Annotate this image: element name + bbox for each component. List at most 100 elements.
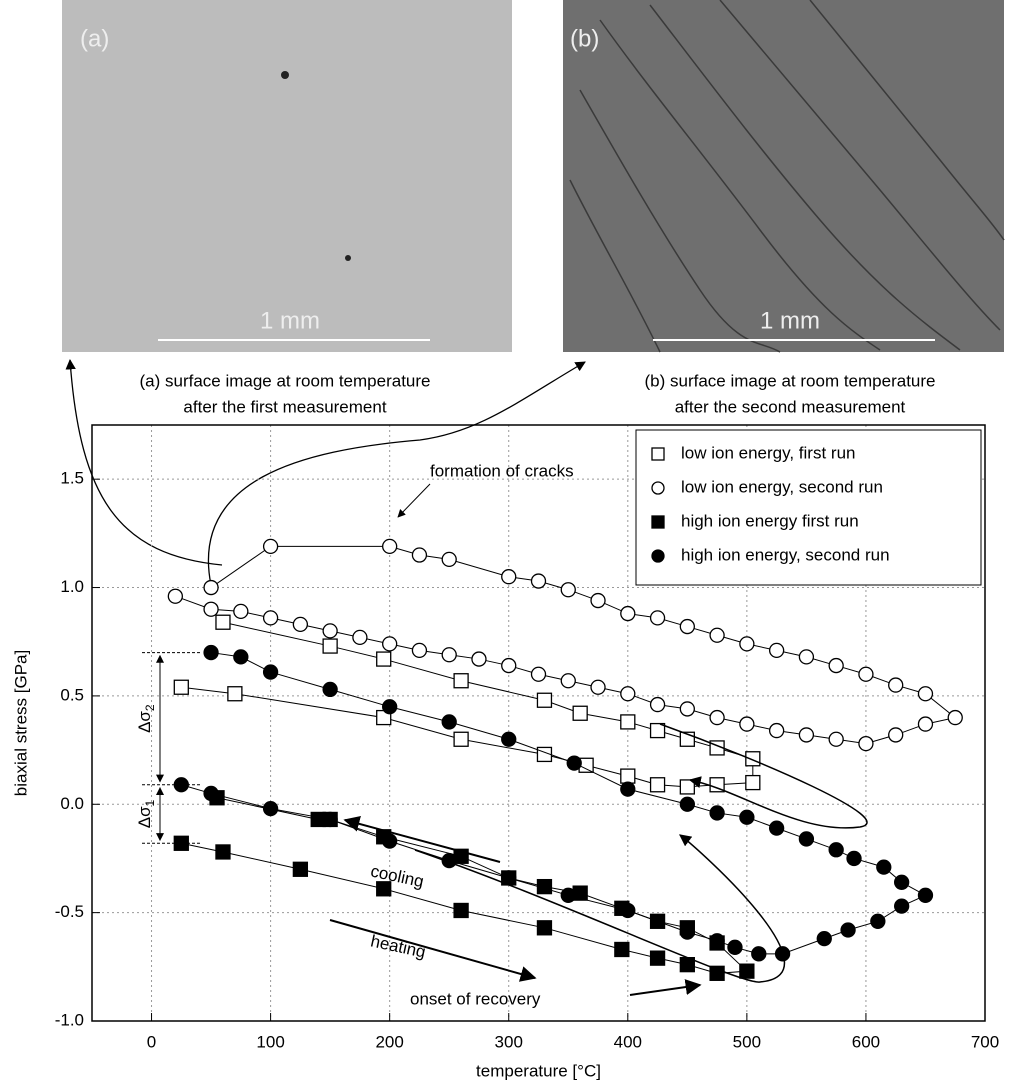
delta-subscript: 1 xyxy=(143,799,157,806)
x-tick-label: 0 xyxy=(147,1032,156,1051)
legend-label: high ion energy, second run xyxy=(681,545,890,564)
data-point xyxy=(590,592,606,609)
image-label: (b) xyxy=(570,25,599,52)
annotation-arrow xyxy=(629,979,702,996)
data-point xyxy=(679,796,695,812)
data-point xyxy=(858,735,874,752)
data-point xyxy=(572,705,588,721)
data-point xyxy=(352,629,368,646)
data-point xyxy=(709,777,725,793)
data-point xyxy=(649,777,666,793)
data-point xyxy=(227,686,243,702)
x-tick-label: 300 xyxy=(495,1032,523,1051)
annotation: formation of cracks xyxy=(430,461,574,480)
data-point xyxy=(560,582,576,598)
data-point xyxy=(620,714,636,730)
annotation-arrow xyxy=(329,919,537,982)
pointer-arrow xyxy=(207,361,586,586)
delta-label: Δσ2 xyxy=(135,704,157,733)
x-tick-label: 100 xyxy=(256,1032,284,1051)
data-point xyxy=(566,755,582,771)
data-point xyxy=(262,610,279,626)
x-axis-label: temperature [°C] xyxy=(476,1061,601,1080)
annotation: heating xyxy=(369,931,428,961)
data-point xyxy=(649,696,666,713)
data-point xyxy=(739,636,755,652)
data-point xyxy=(203,601,219,617)
data-point xyxy=(411,547,428,563)
data-point xyxy=(739,963,755,979)
data-point xyxy=(203,644,219,661)
data-point xyxy=(620,781,636,797)
data-point xyxy=(870,913,886,929)
y-tick-label: -0.5 xyxy=(55,902,84,921)
data-point xyxy=(203,579,219,596)
data-point xyxy=(376,651,392,667)
data-point xyxy=(858,666,874,682)
data-point xyxy=(917,686,934,702)
data-point xyxy=(382,833,398,849)
data-point xyxy=(894,874,910,890)
data-point xyxy=(709,627,725,643)
series-line xyxy=(181,652,927,955)
data-point xyxy=(382,538,398,555)
data-point xyxy=(888,727,904,743)
x-tick-label: 400 xyxy=(614,1032,642,1051)
image-label: (a) xyxy=(80,25,109,52)
data-point xyxy=(917,716,934,732)
data-point xyxy=(745,751,761,767)
legend-marker xyxy=(651,515,665,529)
data-point xyxy=(840,922,856,938)
data-point xyxy=(828,842,844,858)
data-point xyxy=(947,709,963,726)
data-point xyxy=(530,666,547,682)
y-tick-label: 0.0 xyxy=(60,794,84,813)
data-point xyxy=(453,902,469,919)
y-axis-label: biaxial stress [GPa] xyxy=(11,650,30,796)
data-point xyxy=(649,722,666,739)
data-point xyxy=(620,902,636,919)
data-point xyxy=(173,777,189,793)
delta-subscript: 2 xyxy=(143,704,157,711)
data-point xyxy=(709,965,725,981)
data-point xyxy=(620,686,636,702)
data-point xyxy=(167,588,183,604)
annotation-arrow xyxy=(343,816,501,863)
caption: after the first measurement xyxy=(183,397,386,416)
y-tick-label: 0.5 xyxy=(60,685,84,704)
data-point xyxy=(233,603,249,620)
delta-symbol: Δσ xyxy=(135,711,154,733)
legend-marker xyxy=(651,481,665,495)
annotation: onset of recovery xyxy=(410,989,541,1008)
data-point xyxy=(262,800,279,817)
data-point xyxy=(828,657,844,674)
data-point xyxy=(382,636,398,652)
cracks xyxy=(569,0,1005,353)
caption: after the second measurement xyxy=(675,397,906,416)
data-point xyxy=(262,538,279,555)
data-point xyxy=(816,930,832,947)
data-point xyxy=(536,692,553,708)
data-point xyxy=(322,811,338,828)
delta-label: Δσ1 xyxy=(135,799,157,828)
data-point xyxy=(501,657,517,674)
data-point xyxy=(768,722,785,739)
data-point xyxy=(590,679,606,695)
legend-label: high ion energy first run xyxy=(681,511,859,530)
data-point xyxy=(501,731,517,747)
data-point xyxy=(768,642,785,659)
scale-bar-label: 1 mm xyxy=(760,307,820,334)
data-point xyxy=(382,699,398,715)
data-point xyxy=(679,618,695,635)
data-point xyxy=(441,551,457,568)
y-tick-label: 1.0 xyxy=(60,577,84,596)
legend-marker xyxy=(651,447,665,461)
data-point xyxy=(292,861,309,877)
data-point xyxy=(453,731,469,747)
x-tick-label: 500 xyxy=(733,1032,761,1051)
y-tick-label: 1.5 xyxy=(60,469,84,488)
legend-marker xyxy=(651,549,665,563)
x-tick-label: 200 xyxy=(375,1032,403,1051)
data-point xyxy=(739,809,755,825)
